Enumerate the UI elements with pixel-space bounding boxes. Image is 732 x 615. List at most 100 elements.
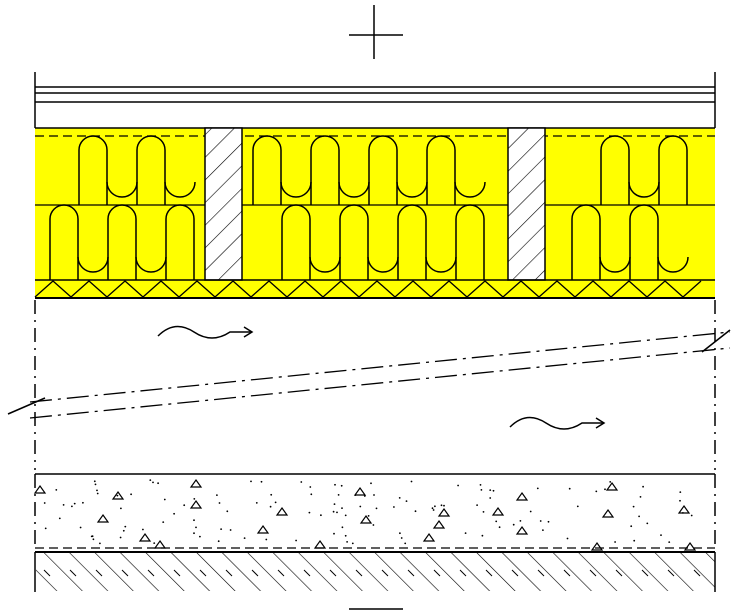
concrete-speck	[90, 535, 93, 538]
wool-fiber	[455, 204, 485, 280]
concrete-speck	[492, 489, 495, 492]
ground-tick	[199, 569, 207, 577]
ground-ticks	[43, 569, 701, 577]
concrete-speck	[55, 489, 58, 491]
ground-tick	[563, 569, 571, 577]
ground-tick	[329, 569, 337, 577]
wool-fiber	[571, 204, 601, 280]
concrete-speck	[216, 494, 218, 496]
aggregate-stone	[313, 539, 327, 549]
concrete-speck	[480, 489, 483, 491]
airflow-arrow	[509, 416, 606, 430]
concrete-speck	[218, 502, 221, 504]
concrete-speck	[269, 505, 272, 508]
break-marks	[7, 329, 731, 415]
concrete-speck	[333, 503, 336, 505]
concrete-speck	[373, 494, 375, 496]
concrete-speck	[542, 529, 544, 531]
wool-fiber	[136, 135, 166, 205]
concrete-speck	[226, 510, 229, 513]
timber-batten-hatch	[204, 127, 243, 281]
concrete-speck	[638, 515, 640, 518]
ground-hatch	[34, 552, 716, 592]
concrete-speck	[495, 520, 498, 523]
aggregate-stone	[422, 532, 436, 542]
concrete-aggregate	[33, 478, 697, 551]
concrete-speck	[119, 536, 122, 539]
concrete-speck	[660, 534, 662, 536]
concrete-speck	[604, 488, 606, 491]
wool-fiber	[309, 256, 341, 273]
concrete-speck	[92, 538, 95, 541]
cladding-boards	[35, 86, 715, 103]
concrete-speck	[539, 520, 542, 522]
ground-tick	[69, 569, 77, 577]
concrete-speck	[344, 514, 347, 517]
wool-fiber	[164, 181, 196, 198]
aggregate-stone	[601, 508, 615, 518]
ground-tick	[277, 569, 285, 577]
concrete-speck	[229, 529, 232, 531]
wool-fiber	[454, 181, 486, 198]
aggregate-stone	[256, 524, 270, 534]
aggregate-stone	[96, 513, 110, 523]
concrete-speck	[566, 537, 569, 540]
concrete-speck	[183, 504, 186, 507]
concrete-speck	[96, 489, 98, 492]
ground-tick	[537, 569, 545, 577]
wool-fiber	[49, 204, 79, 280]
concrete-speck	[193, 519, 195, 522]
ground-tick	[251, 569, 259, 577]
ground-tick	[147, 569, 155, 577]
concrete-speck	[193, 498, 196, 500]
concrete-speck	[260, 480, 263, 483]
concrete-speck	[255, 502, 258, 504]
ground-tick	[303, 569, 311, 577]
aggregate-stone	[590, 541, 604, 551]
ground-tick	[381, 569, 389, 577]
ground-tick	[641, 569, 649, 577]
concrete-speck	[646, 522, 649, 525]
concrete-speck	[609, 481, 612, 483]
wool-fiber	[397, 204, 427, 280]
wool-fiber	[252, 135, 282, 205]
aggregate-stone	[437, 507, 451, 517]
concrete-speck	[336, 511, 338, 514]
concrete-speck	[310, 493, 313, 496]
concrete-speck	[404, 542, 407, 545]
concrete-speck	[375, 507, 378, 510]
aggregate-stone	[677, 504, 691, 514]
airflow-arrow	[157, 325, 254, 339]
ground-tick	[589, 569, 597, 577]
concrete-speck	[62, 504, 65, 506]
wool-fiber	[657, 256, 689, 273]
concrete-speck	[337, 494, 340, 496]
concrete-speck	[99, 542, 101, 545]
timber-batten-hatch	[507, 127, 546, 281]
concrete-speck	[96, 492, 99, 495]
aggregate-stone	[353, 486, 367, 496]
concrete-speck	[351, 542, 354, 545]
concrete-speck	[400, 537, 403, 539]
concrete-speck	[639, 496, 642, 498]
concrete-specks	[43, 479, 693, 545]
ground-tick	[433, 569, 441, 577]
concrete-speck	[270, 493, 273, 496]
wool-fiber	[425, 256, 457, 273]
wool-fiber	[280, 181, 312, 198]
concrete-speck	[265, 538, 268, 541]
concrete-speck	[372, 524, 375, 526]
concrete-speck	[398, 497, 401, 499]
concrete-speck	[220, 528, 223, 530]
concrete-speck	[82, 501, 84, 504]
concrete-speck	[153, 542, 156, 544]
wool-fiber	[396, 181, 428, 198]
triangle-strip-layer	[34, 279, 715, 299]
concrete-speck	[73, 502, 76, 505]
concrete-speck	[595, 490, 598, 493]
ground-tick	[667, 569, 675, 577]
concrete-speck	[370, 482, 372, 485]
wool-fiber	[106, 181, 138, 198]
aggregate-stone	[515, 491, 529, 501]
